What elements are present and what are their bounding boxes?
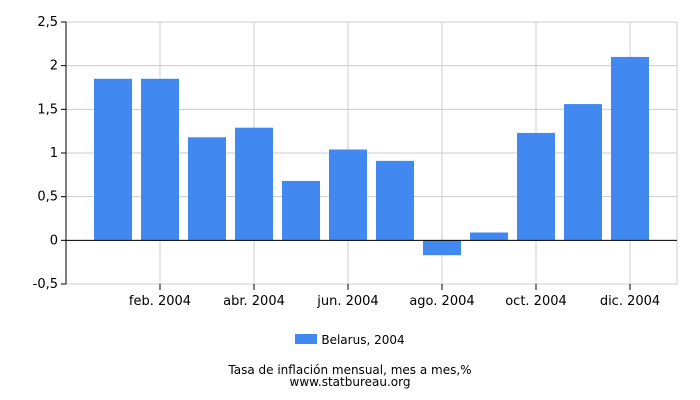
y-tick-label: 1,5 bbox=[37, 102, 58, 117]
bar-sep-2004 bbox=[470, 232, 508, 241]
y-tick-label: 2,5 bbox=[37, 15, 58, 30]
y-tick-label: 0,5 bbox=[37, 190, 58, 205]
bar-ago-2004 bbox=[423, 240, 461, 256]
bar-oct-2004 bbox=[517, 132, 555, 241]
x-tick-label: oct. 2004 bbox=[505, 294, 567, 309]
legend-label: Belarus, 2004 bbox=[321, 333, 405, 347]
bar-jul-2004 bbox=[376, 160, 414, 241]
legend-swatch bbox=[295, 333, 318, 344]
chart-title: Tasa de inflación mensual, mes a mes,% bbox=[228, 363, 472, 377]
chart-caption: Tasa de inflación mensual, mes a mes,% w… bbox=[0, 364, 700, 388]
y-tick-label: 1 bbox=[50, 146, 58, 161]
x-tick-label: abr. 2004 bbox=[223, 294, 285, 309]
y-tick-label: 0 bbox=[50, 233, 58, 248]
bar-mar-2004 bbox=[188, 137, 226, 241]
bar-series bbox=[94, 56, 649, 256]
bar-jun-2004 bbox=[329, 149, 367, 241]
x-tick-label: feb. 2004 bbox=[129, 294, 191, 309]
x-tick-label: dic. 2004 bbox=[600, 294, 660, 309]
x-tick-labels: feb. 2004 abr. 2004 jun. 2004 ago. 2004 oct.… bbox=[129, 294, 660, 309]
bar-nov-2004 bbox=[564, 104, 602, 241]
source-label: www.statbureau.org bbox=[289, 375, 411, 389]
bar-abr-2004 bbox=[235, 127, 273, 241]
bar-ene-2004 bbox=[94, 78, 132, 241]
y-tick-label: 2 bbox=[50, 59, 58, 74]
bar-dic-2004 bbox=[611, 56, 649, 241]
x-tick-label: ago. 2004 bbox=[409, 294, 474, 309]
bar-feb-2004 bbox=[141, 78, 179, 241]
bar-may-2004 bbox=[282, 180, 320, 241]
y-tick-labels: -0,5 0 0,5 1 1,5 2 2,5 bbox=[33, 15, 58, 292]
y-tick-label: -0,5 bbox=[33, 277, 58, 292]
legend: Belarus, 2004 bbox=[0, 333, 700, 347]
x-tick-label: jun. 2004 bbox=[316, 294, 378, 309]
axes bbox=[61, 21, 677, 290]
